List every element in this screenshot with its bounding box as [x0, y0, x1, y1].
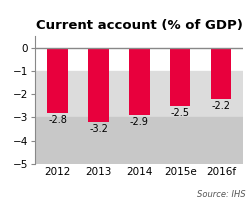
Bar: [210, 48, 230, 99]
Bar: [35, 71, 242, 117]
Bar: [47, 48, 68, 113]
Bar: [169, 48, 190, 106]
Bar: [88, 48, 108, 122]
Bar: [35, 117, 242, 164]
Text: -2.8: -2.8: [48, 115, 67, 125]
Bar: [128, 48, 149, 115]
Title: Current account (% of GDP): Current account (% of GDP): [36, 19, 242, 32]
Text: -2.2: -2.2: [211, 101, 230, 111]
Text: -3.2: -3.2: [89, 124, 108, 134]
Text: -2.9: -2.9: [129, 117, 148, 127]
Text: Source: IHS: Source: IHS: [196, 190, 245, 199]
Text: -2.5: -2.5: [170, 108, 189, 118]
